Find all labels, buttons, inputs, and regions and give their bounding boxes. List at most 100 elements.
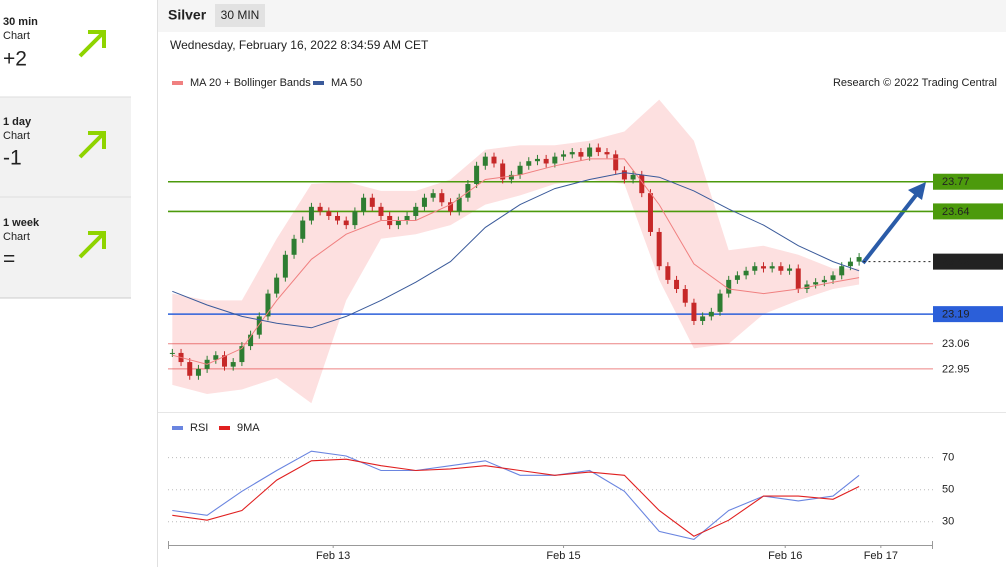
level-badge bbox=[933, 306, 1003, 323]
candle bbox=[413, 206, 419, 216]
candle bbox=[491, 156, 497, 164]
candle bbox=[821, 279, 827, 283]
candle bbox=[613, 154, 619, 171]
legend-swatch bbox=[172, 81, 183, 85]
candle bbox=[743, 270, 749, 276]
legend-swatch bbox=[172, 426, 183, 430]
candle bbox=[239, 346, 245, 363]
forecast-arrow-head bbox=[908, 182, 926, 200]
candle bbox=[517, 165, 523, 175]
candle bbox=[474, 165, 480, 185]
candle bbox=[578, 152, 584, 157]
candle bbox=[569, 152, 575, 155]
candle bbox=[682, 289, 688, 303]
candle bbox=[317, 206, 323, 212]
legend-label: MA 20 + Bollinger Bands bbox=[190, 77, 311, 89]
badge bbox=[215, 4, 265, 27]
candle bbox=[465, 184, 471, 198]
period: 1 week bbox=[3, 217, 40, 229]
level-badge bbox=[933, 173, 1003, 190]
candle bbox=[639, 174, 645, 194]
level-badge bbox=[933, 253, 1003, 270]
candle bbox=[760, 266, 766, 269]
candle bbox=[213, 355, 219, 360]
signal: = bbox=[3, 248, 15, 271]
candle bbox=[804, 284, 810, 290]
candle bbox=[195, 368, 201, 376]
candle bbox=[734, 275, 740, 280]
period: 30 min bbox=[3, 16, 38, 28]
candle bbox=[839, 266, 845, 276]
candle bbox=[543, 158, 549, 164]
arrow-icon bbox=[78, 30, 106, 58]
candle bbox=[708, 311, 714, 317]
candle bbox=[500, 163, 506, 180]
candle bbox=[813, 282, 819, 285]
candle bbox=[795, 268, 801, 290]
candle bbox=[291, 238, 297, 255]
bollinger-band bbox=[172, 99, 860, 404]
candle bbox=[552, 156, 558, 164]
candle bbox=[256, 316, 262, 335]
candle bbox=[752, 266, 758, 271]
candle bbox=[856, 257, 862, 262]
label: Chart bbox=[3, 231, 30, 243]
interval: 30 MIN bbox=[221, 8, 260, 22]
signal: +2 bbox=[3, 48, 27, 71]
title: Silver bbox=[168, 7, 207, 23]
candle bbox=[830, 275, 836, 280]
sidebar-item[interactable]: 1 week Chart = bbox=[3, 217, 106, 271]
sidebar-item[interactable]: 30 min Chart +2 bbox=[3, 16, 106, 71]
candle bbox=[778, 266, 784, 271]
candle bbox=[282, 254, 288, 278]
candle bbox=[534, 158, 540, 162]
candle bbox=[248, 334, 254, 347]
y-tick-label: 30 bbox=[942, 516, 954, 528]
axis-end bbox=[168, 541, 933, 549]
candle bbox=[421, 197, 427, 207]
x-tick-label: Feb 13 bbox=[316, 550, 350, 562]
candle bbox=[482, 156, 488, 166]
candle bbox=[526, 161, 532, 166]
candle bbox=[726, 279, 732, 294]
x-tick-label: Feb 16 bbox=[768, 550, 802, 562]
forecast-arrow bbox=[861, 188, 922, 265]
series-line bbox=[172, 450, 860, 540]
candle bbox=[187, 362, 193, 376]
candle bbox=[439, 193, 445, 203]
level-label: 23.42 bbox=[942, 256, 970, 268]
candle bbox=[674, 279, 680, 290]
candle bbox=[308, 206, 314, 221]
x-tick-label: Feb 17 bbox=[864, 550, 898, 562]
candle bbox=[300, 220, 306, 239]
period: 1 day bbox=[3, 116, 32, 128]
candle bbox=[326, 211, 332, 216]
candle bbox=[700, 316, 706, 321]
candle bbox=[561, 154, 567, 157]
candle bbox=[717, 293, 723, 312]
candle bbox=[448, 202, 454, 212]
arrow-icon bbox=[78, 131, 106, 159]
candle bbox=[265, 293, 271, 317]
candle bbox=[456, 197, 462, 212]
date: Wednesday, February 16, 2022 8:34:59 AM … bbox=[170, 38, 429, 52]
candle bbox=[369, 197, 375, 207]
candle bbox=[169, 352, 175, 354]
candle bbox=[787, 268, 793, 271]
candle bbox=[343, 220, 349, 226]
candle bbox=[335, 215, 341, 221]
level-label: 22.95 bbox=[942, 363, 970, 375]
level-label: 23.64 bbox=[942, 206, 970, 218]
sidebar-item[interactable]: 1 day Chart -1 bbox=[3, 116, 106, 170]
legend-label: 9MA bbox=[237, 422, 260, 434]
level-label: 23.77 bbox=[942, 176, 970, 188]
candle bbox=[656, 231, 662, 267]
legend-swatch bbox=[313, 81, 324, 85]
candle bbox=[630, 174, 636, 180]
candle bbox=[430, 193, 436, 198]
candle bbox=[604, 152, 610, 155]
candle bbox=[769, 266, 775, 269]
level-label: 23.19 bbox=[942, 309, 970, 321]
candle bbox=[508, 174, 514, 180]
